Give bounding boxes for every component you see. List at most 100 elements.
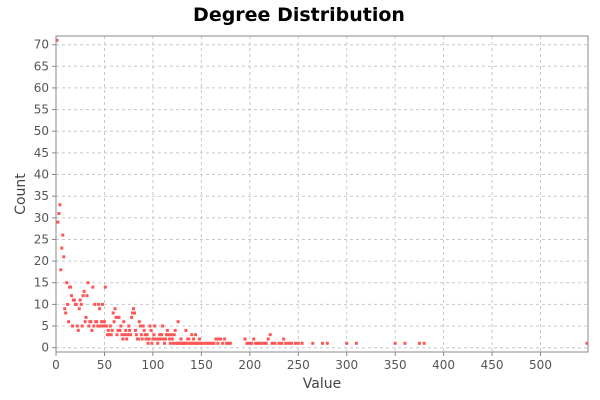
data-point — [63, 307, 67, 311]
data-point — [179, 337, 183, 341]
data-point — [223, 337, 227, 341]
data-point — [266, 337, 270, 341]
data-point — [97, 302, 101, 306]
data-point — [93, 302, 97, 306]
data-point — [185, 341, 189, 345]
data-point — [345, 341, 349, 345]
y-tick-label: 20 — [34, 254, 49, 268]
y-tick-label: 45 — [34, 146, 49, 160]
data-point — [69, 285, 72, 289]
data-point — [192, 337, 196, 341]
data-point — [119, 324, 123, 328]
data-point — [296, 341, 300, 345]
data-point — [98, 307, 102, 311]
data-point — [217, 337, 221, 341]
data-point — [225, 341, 229, 345]
data-point — [150, 341, 154, 345]
data-point — [183, 341, 187, 345]
data-point — [164, 337, 167, 341]
data-point — [82, 289, 86, 293]
grid-lines — [55, 36, 588, 352]
data-point — [117, 315, 121, 319]
data-point — [113, 307, 117, 311]
data-point — [189, 341, 193, 345]
y-tick-label: 30 — [34, 211, 49, 225]
data-point — [171, 341, 175, 345]
data-point — [60, 246, 64, 250]
data-point — [118, 328, 122, 332]
data-point — [173, 328, 177, 332]
data-point — [162, 337, 166, 341]
y-tick-label: 10 — [34, 297, 49, 311]
y-tick-label: 5 — [41, 319, 49, 333]
plot-frame — [55, 35, 589, 353]
data-point — [84, 315, 88, 319]
data-point — [268, 333, 272, 337]
data-point — [170, 337, 174, 341]
data-point — [199, 341, 203, 345]
data-point — [121, 337, 125, 341]
data-point — [166, 333, 170, 337]
data-point — [245, 341, 249, 345]
data-point — [290, 341, 293, 345]
data-point — [120, 333, 124, 337]
data-point — [134, 333, 138, 337]
data-point — [96, 324, 100, 328]
data-point — [64, 311, 68, 315]
data-point — [71, 324, 74, 328]
data-point — [287, 341, 291, 345]
data-point — [190, 333, 194, 337]
data-point — [254, 341, 258, 345]
chart-title: Degree Distribution — [193, 4, 405, 26]
data-point — [137, 320, 141, 324]
data-point — [143, 333, 147, 337]
data-point — [184, 328, 188, 332]
data-point — [125, 337, 129, 341]
data-point — [108, 324, 112, 328]
data-point — [86, 281, 90, 285]
y-tick-label: 40 — [34, 168, 49, 182]
data-point — [101, 302, 104, 306]
data-point — [151, 337, 155, 341]
data-point — [83, 320, 87, 324]
x-tick-label: 200 — [238, 358, 261, 372]
y-axis-label: Count — [13, 173, 29, 215]
x-tick-label: 50 — [97, 358, 112, 372]
data-point — [258, 341, 261, 345]
data-point — [147, 337, 151, 341]
data-point — [105, 333, 109, 337]
data-point — [417, 341, 421, 345]
data-point — [159, 337, 163, 341]
data-point — [227, 341, 230, 345]
data-point — [104, 324, 108, 328]
data-point — [175, 341, 179, 345]
x-tick-label: 250 — [287, 358, 310, 372]
data-point — [62, 255, 66, 259]
y-tick-label: 70 — [34, 38, 49, 52]
y-tick-label: 35 — [34, 189, 49, 203]
data-point — [212, 341, 216, 345]
data-point — [228, 341, 232, 345]
x-axis-ticks: 0 50 100 150 200 250 300 350 400 450 500 — [52, 352, 552, 372]
data-point — [187, 337, 191, 341]
data-point — [403, 341, 407, 345]
plot-area — [56, 36, 588, 352]
data-point — [65, 281, 69, 285]
data-point — [197, 337, 201, 341]
data-point — [78, 298, 82, 302]
y-tick-label: 60 — [34, 81, 49, 95]
data-point — [168, 341, 172, 345]
data-point — [58, 203, 62, 207]
data-point — [178, 341, 182, 345]
data-point — [422, 341, 426, 345]
data-point — [163, 341, 166, 345]
data-point — [145, 333, 149, 337]
data-point — [153, 324, 157, 328]
data-point — [270, 341, 274, 345]
y-tick-label: 65 — [34, 59, 49, 73]
data-point — [210, 341, 214, 345]
data-point — [90, 328, 94, 332]
data-point — [262, 341, 266, 345]
data-point — [208, 341, 212, 345]
data-point — [67, 320, 71, 324]
